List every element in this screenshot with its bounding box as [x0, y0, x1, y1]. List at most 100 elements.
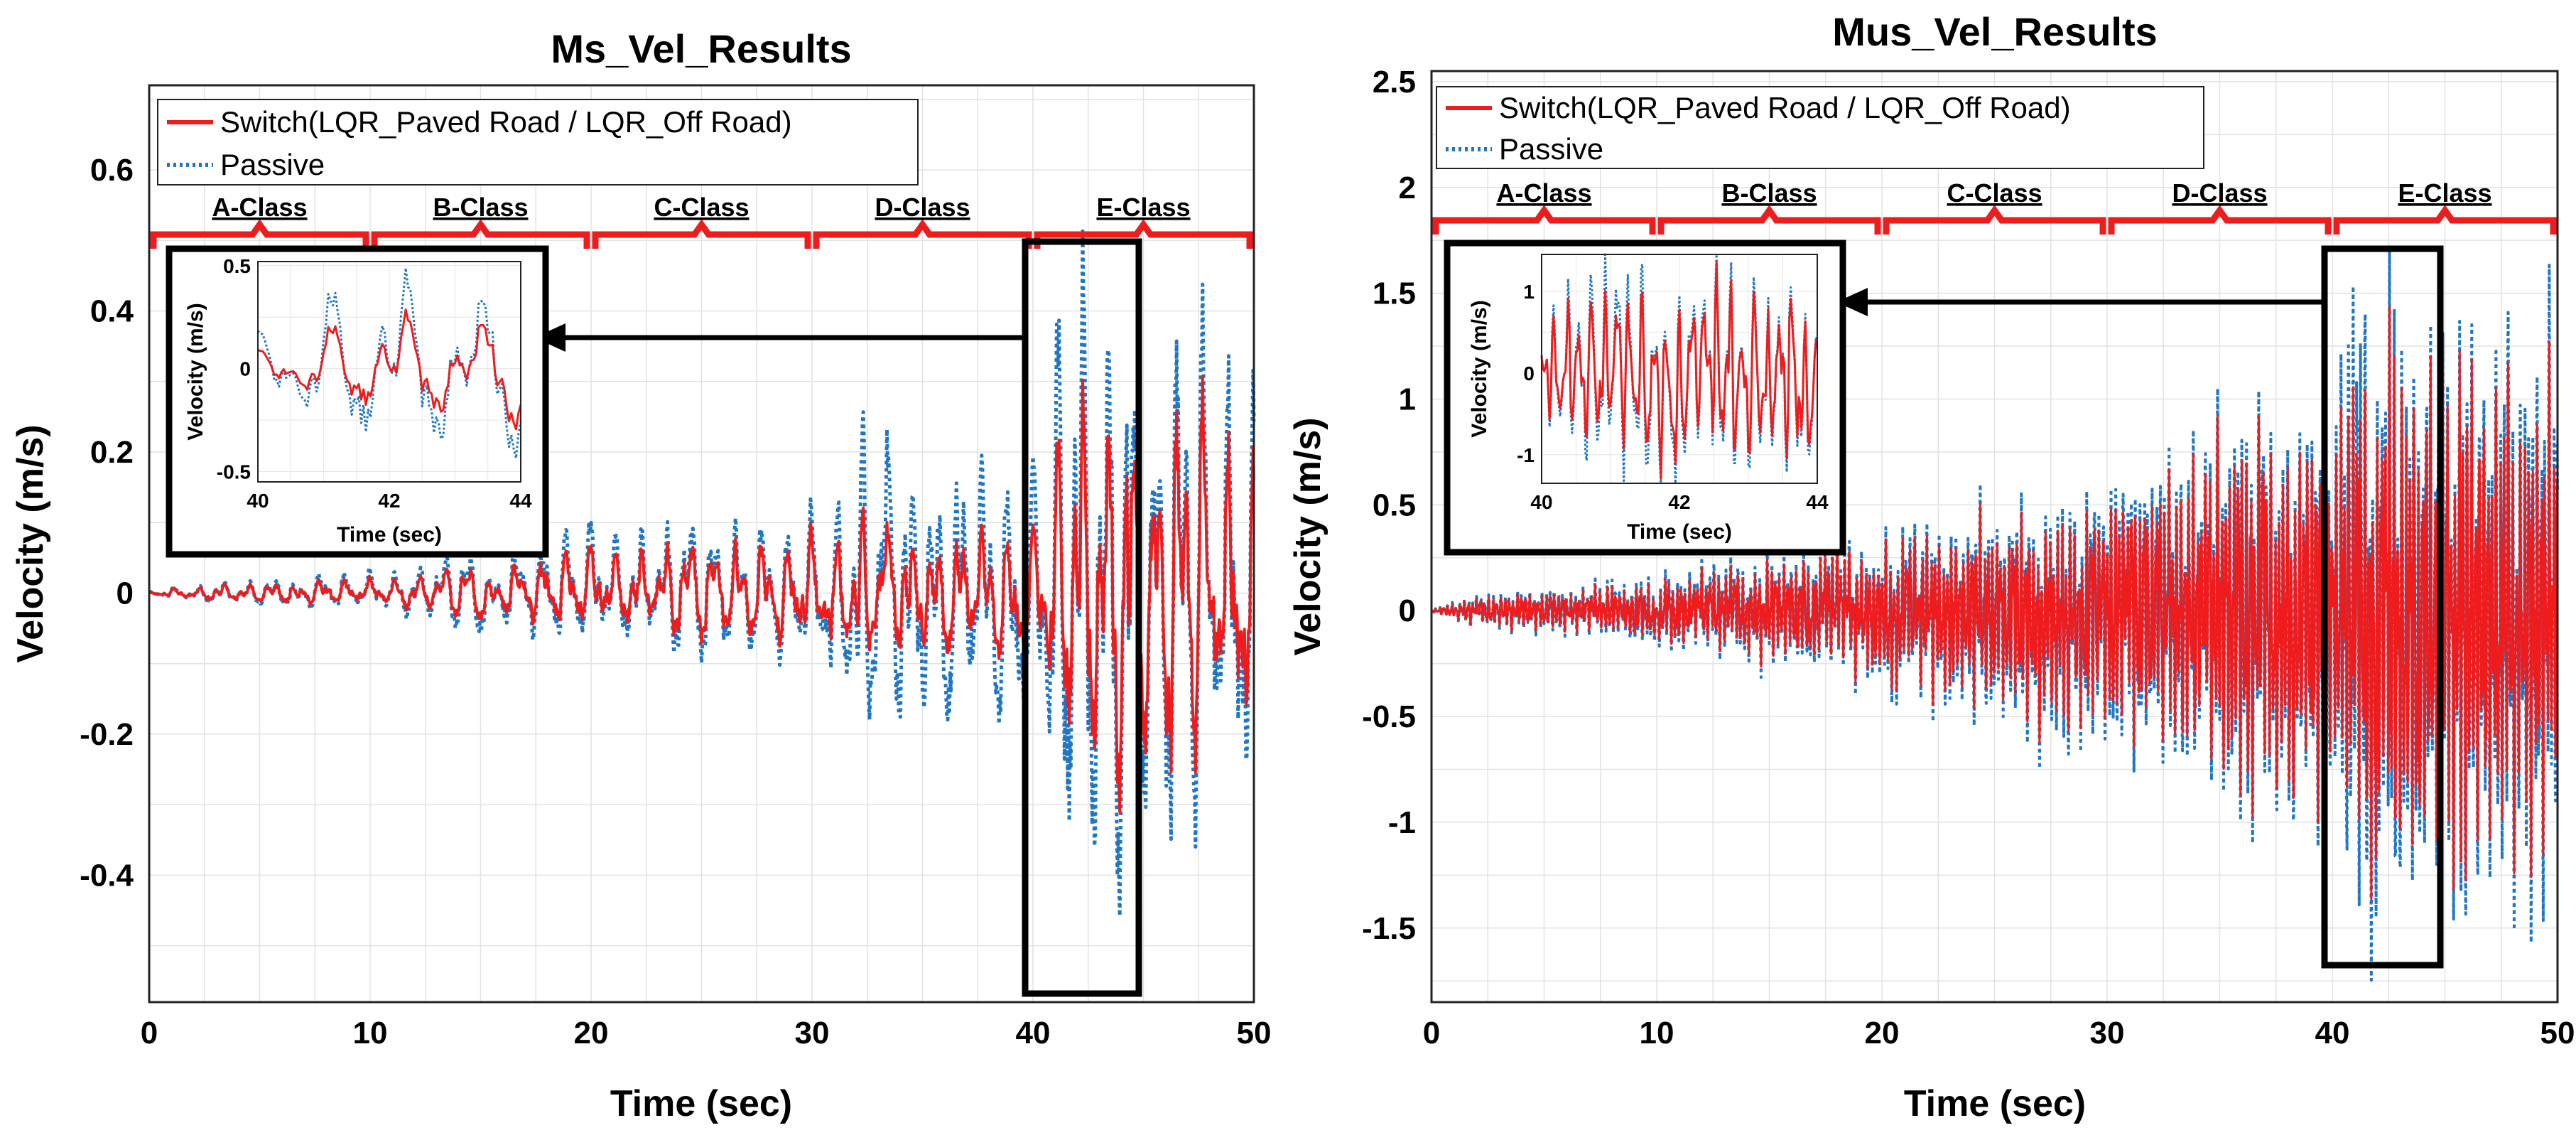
plot-frame — [148, 84, 1255, 1004]
x-tick-label: 30 — [795, 1016, 830, 1050]
class-label: C-Class — [654, 193, 749, 222]
y-tick-label: 2 — [1399, 171, 1416, 205]
series-line — [1540, 260, 1819, 480]
class-brackets: A-Class B-Class C-Class D-Class E-Class — [150, 193, 1253, 249]
class-bracket — [1883, 205, 2106, 235]
legend-label-switch: Switch(LQR_Paved Road / LQR_Off Road) — [220, 105, 792, 139]
inset-plot-frame — [257, 261, 521, 483]
chart-title: Mus_Vel_Results — [1832, 9, 2158, 54]
y-axis-label: Velocity (m/s) — [1287, 417, 1328, 655]
chart-title: Ms_Vel_Results — [551, 26, 851, 71]
class-label: C-Class — [1947, 178, 2042, 208]
class-bracket — [371, 219, 590, 249]
zoom-box — [2321, 245, 2444, 969]
inset: 40 42 44 -1 0 1 Time (sec) Velocity (m/s) — [1444, 240, 1846, 556]
chart-mus-vel: 0 10 20 30 40 50 -1.5 -1 -0.5 0 0.5 1 1.5 2 2.5 A-Clas… — [1287, 9, 2575, 1124]
class-label: E-Class — [1096, 193, 1190, 222]
chart-ms-vel: 0 10 20 30 40 50 -0.4 -0.2 0 0.2 0.4 0.6 A-Class B-C… — [10, 26, 1271, 1124]
class-label: B-Class — [433, 193, 528, 222]
inset-x-tick-label: 44 — [509, 490, 532, 512]
inset-plot-frame — [1541, 254, 1818, 484]
y-tick-label: -1 — [1388, 805, 1416, 840]
inset-y-tick-label: -1 — [1517, 444, 1535, 466]
inset-x-tick-label: 44 — [1806, 491, 1829, 513]
inset-y-tick-label: 1 — [1523, 281, 1535, 303]
class-bracket — [2333, 205, 2557, 235]
y-axis-label: Velocity (m/s) — [10, 424, 51, 662]
inset-ylabel: Velocity (m/s) — [184, 303, 207, 440]
y-tick-label: 0.5 — [1373, 488, 1416, 522]
x-tick-label: 50 — [1237, 1016, 1272, 1050]
x-axis-label: Time (sec) — [1904, 1083, 2086, 1124]
x-tick-label: 10 — [353, 1016, 388, 1050]
inset-y-tick-label: 0 — [239, 358, 251, 380]
inset-ticks: 40 42 44 -0.5 0 0.5 — [217, 255, 532, 512]
x-tick-label: 10 — [1640, 1016, 1674, 1050]
x-tick-label: 0 — [141, 1016, 158, 1050]
inset-ylabel: Velocity (m/s) — [1468, 300, 1491, 437]
inset-x-tick-label: 42 — [378, 490, 400, 512]
legend-box — [1436, 86, 2204, 169]
y-tick-label: 0.6 — [90, 153, 134, 188]
class-bracket — [1657, 205, 1881, 235]
gridlines — [148, 85, 1255, 1002]
class-bracket — [1432, 205, 1656, 235]
inset-x-tick-label: 40 — [1530, 491, 1552, 513]
inset-x-tick-label: 40 — [247, 490, 269, 512]
inset: 40 42 44 -0.5 0 0.5 Time (sec) Velocity (m/s) — [166, 245, 549, 558]
series-switch — [1431, 306, 2559, 900]
y-tick-label: 1.5 — [1373, 276, 1416, 311]
legend-box — [157, 99, 919, 185]
series-switch — [148, 375, 1255, 814]
class-label: A-Class — [212, 193, 307, 222]
series-line — [148, 229, 1256, 918]
legend-label-switch: Switch(LQR_Paved Road / LQR_Off Road) — [1499, 91, 2071, 124]
class-brackets: A-Class B-Class C-Class D-Class E-Class — [1432, 178, 2557, 235]
plot-frame — [1430, 70, 2559, 1004]
class-label: D-Class — [875, 193, 970, 222]
class-label: A-Class — [1496, 178, 1591, 208]
y-tick-label: 0.4 — [90, 294, 134, 329]
x-axis-label: Time (sec) — [610, 1083, 792, 1124]
legend-label-passive: Passive — [220, 148, 325, 181]
x-tick-label: 20 — [574, 1016, 609, 1050]
legend: Switch(LQR_Paved Road / LQR_Off Road) Pa… — [1436, 86, 2204, 169]
class-label: D-Class — [2172, 178, 2267, 208]
class-bracket — [2108, 205, 2332, 235]
series-line — [257, 308, 522, 431]
y-tick-label: 0 — [1399, 593, 1416, 628]
y-tick-label: -0.5 — [1362, 699, 1416, 734]
inset-series-switch — [1540, 260, 1819, 480]
y-tick-label: 2.5 — [1373, 65, 1416, 100]
class-bracket — [150, 219, 369, 249]
series-line — [1431, 306, 2559, 900]
inset-series-switch — [257, 308, 522, 431]
x-tick-label: 30 — [2090, 1016, 2125, 1050]
y-tick-label: 0 — [117, 576, 134, 611]
inset-y-tick-label: 0 — [1523, 362, 1535, 385]
zoom-arrow-head — [1836, 288, 1868, 316]
class-bracket — [813, 219, 1032, 249]
legend: Switch(LQR_Paved Road / LQR_Off Road) Pa… — [157, 99, 919, 185]
class-bracket — [592, 219, 811, 249]
x-tick-label: 20 — [1865, 1016, 1900, 1050]
y-tick-label: -1.5 — [1362, 911, 1416, 946]
inset-x-tick-label: 42 — [1668, 491, 1690, 513]
zoom-arrow-head — [534, 323, 565, 352]
x-tick-label: 40 — [2315, 1016, 2350, 1050]
x-tick-label: 40 — [1016, 1016, 1051, 1050]
legend-label-passive: Passive — [1499, 132, 1603, 166]
inset-xlabel: Time (sec) — [1627, 520, 1732, 544]
zoom-box — [1022, 238, 1142, 997]
inset-y-tick-label: -0.5 — [217, 461, 251, 483]
inset-y-tick-label: 0.5 — [223, 255, 251, 277]
class-label: B-Class — [1721, 178, 1817, 208]
y-tick-label: 0.2 — [90, 435, 134, 470]
series-line — [148, 375, 1255, 814]
inset-ticks: 40 42 44 -1 0 1 — [1517, 281, 1829, 513]
x-tick-label: 0 — [1423, 1016, 1440, 1050]
axis-ticks: 0 10 20 30 40 50 -1.5 -1 -0.5 0 0.5 1 1.5 2 2.5 — [1362, 65, 2575, 1050]
x-tick-label: 50 — [2540, 1016, 2575, 1050]
series-passive — [148, 229, 1256, 918]
